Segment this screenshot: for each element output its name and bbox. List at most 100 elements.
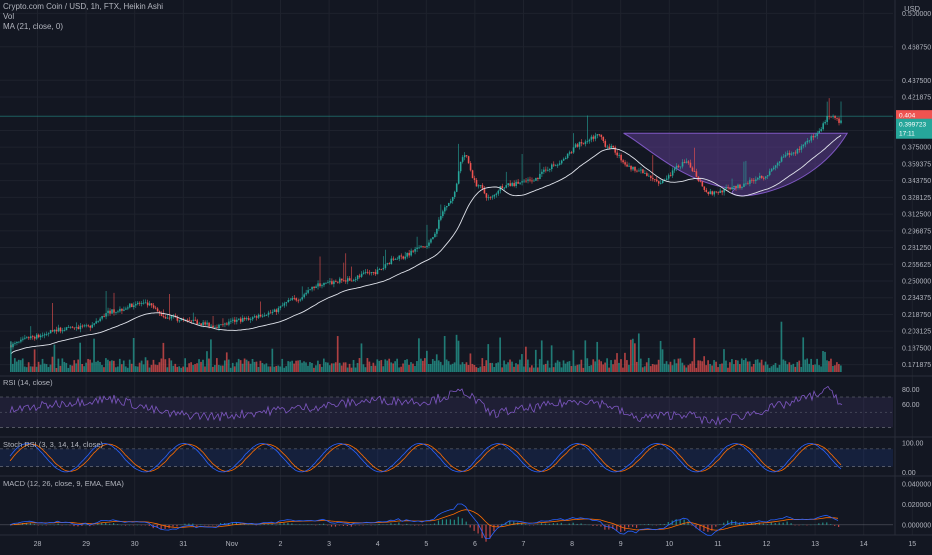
volume-bar: [61, 358, 64, 372]
volume-bar: [103, 367, 105, 372]
volume-bar: [491, 362, 494, 372]
candle-body: [640, 169, 642, 171]
candle-body: [582, 143, 585, 145]
candle-body: [570, 152, 573, 154]
macd-histogram-bar: [806, 524, 808, 526]
volume-bar: [271, 348, 274, 372]
volume-bar: [717, 367, 719, 372]
volume-bar: [65, 362, 68, 372]
candle-body: [156, 308, 159, 312]
candle-body: [719, 190, 721, 193]
volume-bar: [560, 367, 563, 372]
volume-bar: [628, 364, 630, 372]
candle-body: [830, 116, 832, 118]
volume-bar: [501, 367, 503, 372]
macd-histogram-bar: [148, 524, 150, 526]
stoch-tick-label: 100.00: [902, 440, 924, 447]
candle-body: [245, 318, 248, 320]
volume-bar: [356, 362, 359, 372]
candle-body: [51, 330, 54, 332]
candle-body: [461, 157, 464, 162]
volume-bar: [635, 361, 638, 372]
volume-bar: [750, 366, 753, 372]
candle-body: [440, 216, 442, 220]
candle-body: [446, 206, 448, 208]
macd-histogram-bar: [683, 519, 685, 525]
currency-label[interactable]: USD: [904, 4, 920, 13]
macd-histogram-bar: [196, 524, 198, 526]
candle-body: [200, 323, 202, 326]
volume-bar: [469, 353, 472, 372]
candle-body: [810, 136, 813, 141]
stoch-tick-label: 0.00: [902, 470, 916, 477]
candle-body: [208, 322, 210, 327]
volume-bar: [57, 358, 60, 372]
volume-bar: [281, 358, 284, 372]
rsi-tick-label: 60.00: [902, 402, 920, 409]
candle-body: [683, 162, 686, 163]
candle-body: [539, 173, 541, 180]
candle-body: [400, 255, 403, 257]
volume-bar: [594, 361, 597, 372]
candle-body: [721, 190, 723, 193]
macd-histogram-bar: [457, 516, 459, 525]
macd-histogram-bar: [29, 523, 32, 525]
candle-body: [594, 135, 597, 139]
volume-bar: [111, 360, 113, 372]
stoch-band: [0, 448, 893, 467]
macd-histogram-bar: [838, 524, 840, 527]
time-tick-label: 12: [763, 541, 771, 548]
volume-bar: [31, 366, 34, 372]
macd-histogram-bar: [418, 524, 420, 526]
candle-body: [210, 325, 212, 327]
macd-histogram-bar: [85, 524, 87, 526]
volume-bar: [162, 342, 165, 372]
candle-body: [654, 179, 656, 181]
time-tick-label: 9: [619, 541, 623, 548]
macd-histogram-bar: [596, 524, 598, 526]
volume-bar: [812, 364, 814, 372]
candle-body: [277, 308, 280, 313]
volume-bar: [630, 339, 632, 372]
ma-line: [10, 135, 842, 355]
volume-bar: [671, 365, 674, 372]
volume-bar: [55, 367, 58, 372]
volume-bar: [665, 361, 668, 372]
candle-body: [14, 343, 16, 344]
candle-body: [576, 144, 579, 147]
volume-bar: [754, 359, 757, 372]
macd-histogram-bar: [275, 524, 277, 526]
volume-bar: [760, 359, 763, 372]
candle-body: [228, 321, 230, 325]
candle-body: [814, 136, 817, 138]
candle-body: [95, 321, 97, 324]
candle-body: [319, 283, 321, 287]
volume-bar: [600, 361, 603, 372]
candle-body: [428, 242, 430, 246]
candle-body: [624, 162, 626, 165]
volume-bar: [348, 363, 351, 372]
volume-bar: [360, 343, 363, 372]
price-tick-label: 0.218750: [902, 312, 931, 319]
volume-bar: [661, 349, 664, 372]
volume-bar: [122, 360, 125, 372]
candle-body: [673, 168, 676, 171]
volume-bar: [713, 360, 715, 372]
volume-bar: [445, 359, 448, 372]
volume-bar: [75, 363, 78, 372]
macd-histogram-bar: [69, 524, 71, 526]
candle-body: [695, 171, 698, 177]
volume-bar: [134, 366, 137, 372]
candle-body: [344, 280, 347, 282]
volume-bar: [578, 364, 581, 372]
candle-body: [364, 271, 367, 273]
macd-histogram-bar: [307, 524, 309, 525]
candle-body: [586, 141, 589, 143]
ma-legend: MA (21, close, 0): [3, 22, 64, 31]
candle-body: [616, 152, 618, 156]
volume-bar: [172, 365, 175, 372]
volume-bar: [420, 358, 422, 372]
candle-body: [465, 155, 468, 157]
volume-bar: [437, 360, 440, 372]
